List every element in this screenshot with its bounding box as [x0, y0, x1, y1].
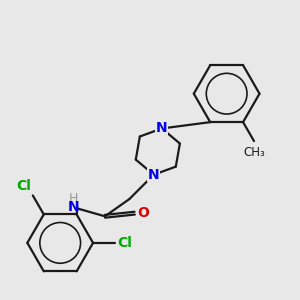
Text: O: O [137, 206, 149, 220]
Text: N: N [156, 122, 168, 136]
Text: Cl: Cl [118, 236, 132, 250]
Text: H: H [69, 192, 78, 205]
Text: N: N [148, 168, 160, 182]
Text: Cl: Cl [16, 179, 31, 193]
Text: N: N [68, 200, 80, 214]
Text: CH₃: CH₃ [243, 146, 265, 159]
